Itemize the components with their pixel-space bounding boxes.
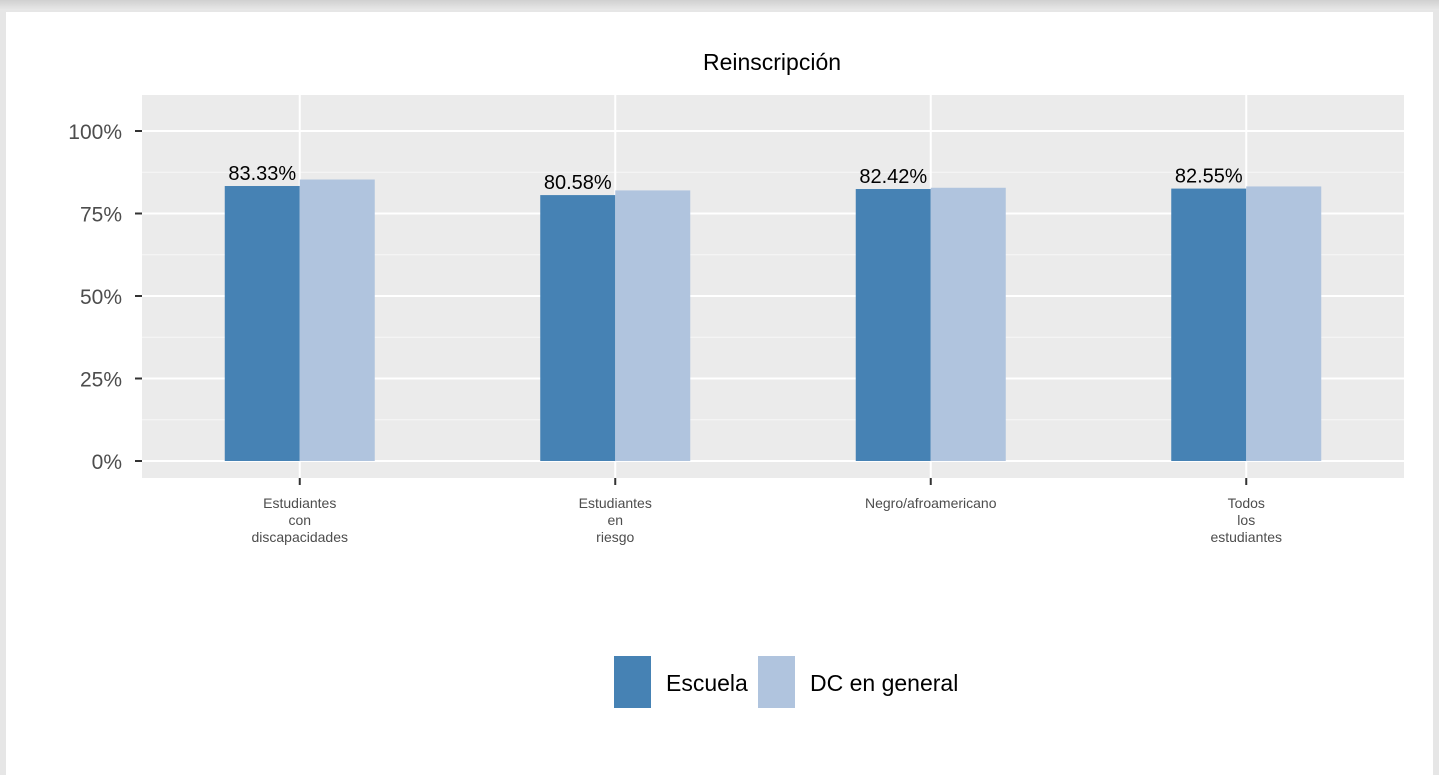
legend: Escuela DC en general xyxy=(612,654,958,710)
data-label: 82.55% xyxy=(1175,166,1243,188)
bar-dc-general-3 xyxy=(930,187,1006,461)
x-tick-label-line: los xyxy=(1237,512,1255,528)
x-tick-label-line: Estudiantes xyxy=(579,495,652,511)
y-tick-label: 75% xyxy=(80,204,122,227)
x-tick-label-line: Todos xyxy=(1228,495,1265,511)
bar-dc-general-1 xyxy=(299,179,375,461)
x-tick-label: Todos los estudiantes xyxy=(1210,495,1282,545)
bar-dc-general-4 xyxy=(1246,186,1322,461)
y-axis: 0% 25% 50% 75% 100% xyxy=(68,121,142,474)
chart-title: Reinscripción xyxy=(703,49,841,75)
y-tick-label: 0% xyxy=(92,451,122,474)
legend-label: DC en general xyxy=(810,670,958,696)
x-tick-label-line: estudiantes xyxy=(1210,529,1282,545)
data-label: 80.58% xyxy=(544,172,612,194)
legend-key-dc-general xyxy=(756,654,797,710)
legend-key-escuela xyxy=(612,654,653,710)
x-tick-label: Estudiantes con discapacidades xyxy=(251,495,348,545)
bar-escuela-3 xyxy=(855,189,931,461)
bar-dc-general-2 xyxy=(615,190,691,461)
y-tick-label: 25% xyxy=(80,369,122,392)
data-label: 83.33% xyxy=(228,163,296,185)
x-tick-label-line: Negro/afroamericano xyxy=(865,495,997,511)
bars: 83.33% 80.58% 82.42% 82.55% xyxy=(224,163,1322,462)
x-tick-label-line: en xyxy=(607,512,623,528)
x-tick-label: Estudiantes en riesgo xyxy=(579,495,652,545)
window-top-bar xyxy=(0,0,1439,10)
y-tick-label: 100% xyxy=(68,121,122,144)
bar-escuela-4 xyxy=(1171,188,1247,461)
x-tick-label-line: con xyxy=(288,512,311,528)
x-tick-label-line: Estudiantes xyxy=(263,495,336,511)
x-tick-label-line: riesgo xyxy=(596,529,634,545)
bar-escuela-1 xyxy=(224,186,300,462)
x-tick-label: Negro/afroamericano xyxy=(865,495,997,511)
legend-label: Escuela xyxy=(666,670,748,696)
y-tick-label: 50% xyxy=(80,286,122,309)
bar-escuela-2 xyxy=(540,195,616,461)
data-label: 82.42% xyxy=(859,166,927,188)
x-tick-label-line: discapacidades xyxy=(251,529,348,545)
